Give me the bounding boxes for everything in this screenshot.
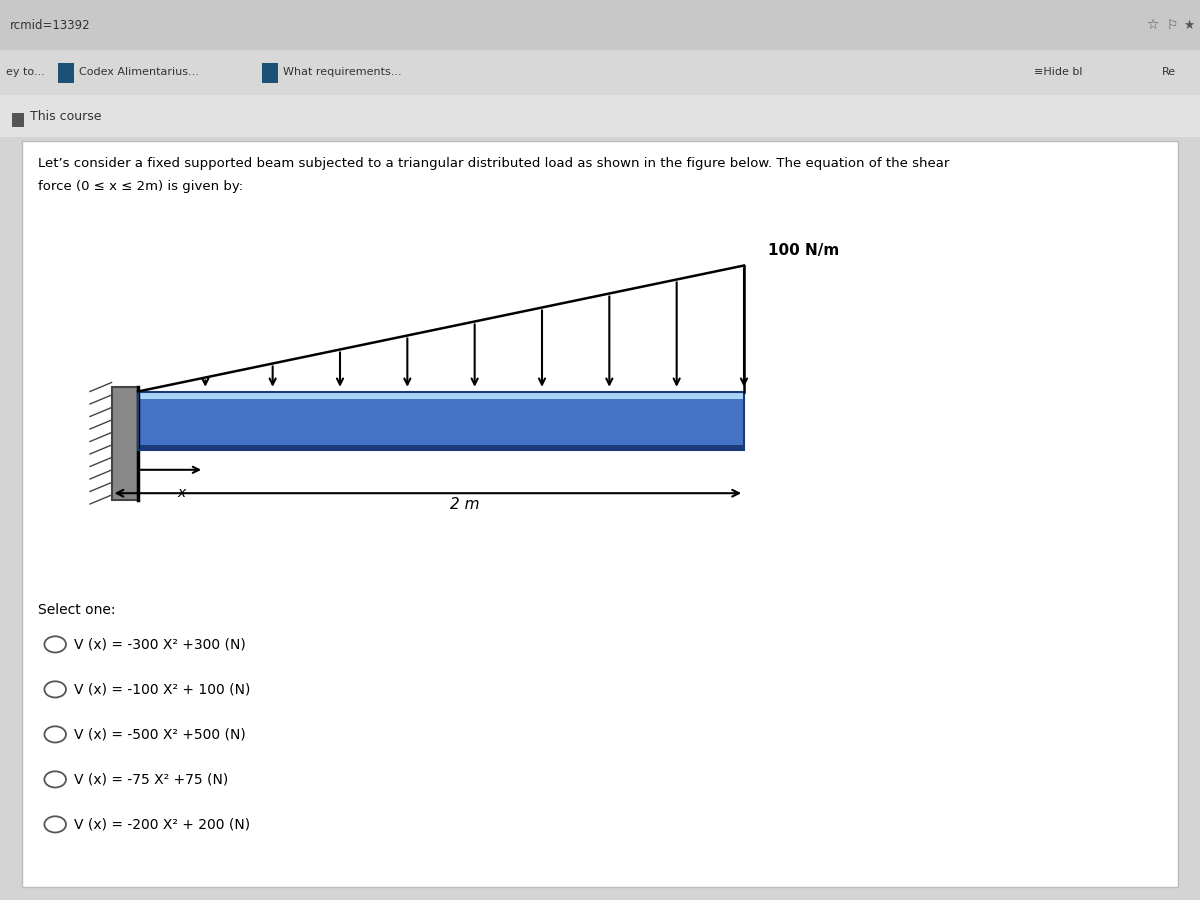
Text: force (0 ≤ x ≤ 2m) is given by:: force (0 ≤ x ≤ 2m) is given by:	[38, 180, 244, 193]
FancyBboxPatch shape	[0, 94, 1200, 137]
Text: Select one:: Select one:	[38, 603, 116, 617]
FancyBboxPatch shape	[12, 112, 24, 127]
FancyBboxPatch shape	[262, 63, 278, 83]
Text: ☆: ☆	[1146, 18, 1158, 32]
FancyBboxPatch shape	[138, 445, 744, 450]
Text: This course: This course	[30, 110, 102, 122]
FancyBboxPatch shape	[58, 63, 74, 83]
Circle shape	[44, 771, 66, 788]
Text: rcmid=13392: rcmid=13392	[10, 19, 90, 32]
FancyBboxPatch shape	[112, 387, 138, 500]
Text: 2 m: 2 m	[450, 497, 480, 512]
Circle shape	[44, 681, 66, 698]
Text: V (x) = -500 X² +500 (N): V (x) = -500 X² +500 (N)	[74, 727, 246, 742]
FancyBboxPatch shape	[0, 50, 1200, 94]
FancyBboxPatch shape	[138, 392, 744, 399]
Circle shape	[44, 636, 66, 652]
Text: ≡Hide bl: ≡Hide bl	[1034, 67, 1082, 77]
Text: V (x) = -300 X² +300 (N): V (x) = -300 X² +300 (N)	[74, 637, 246, 652]
Text: V (x) = -75 X² +75 (N): V (x) = -75 X² +75 (N)	[74, 772, 229, 787]
Text: V (x) = -100 X² + 100 (N): V (x) = -100 X² + 100 (N)	[74, 682, 251, 697]
Text: ey to...: ey to...	[6, 67, 44, 77]
Text: ★: ★	[1183, 19, 1194, 32]
Text: x: x	[178, 486, 185, 500]
Text: 100 N/m: 100 N/m	[768, 243, 839, 258]
Text: What requirements...: What requirements...	[283, 67, 402, 77]
Circle shape	[44, 816, 66, 833]
FancyBboxPatch shape	[22, 141, 1178, 886]
Text: ⚐: ⚐	[1166, 19, 1177, 32]
Text: Let’s consider a fixed supported beam subjected to a triangular distributed load: Let’s consider a fixed supported beam su…	[38, 158, 949, 170]
FancyBboxPatch shape	[138, 392, 744, 450]
Circle shape	[44, 726, 66, 742]
Text: Re: Re	[1162, 67, 1176, 77]
Text: V (x) = -200 X² + 200 (N): V (x) = -200 X² + 200 (N)	[74, 817, 251, 832]
Text: Codex Alimentarius...: Codex Alimentarius...	[79, 67, 199, 77]
FancyBboxPatch shape	[0, 0, 1200, 50]
